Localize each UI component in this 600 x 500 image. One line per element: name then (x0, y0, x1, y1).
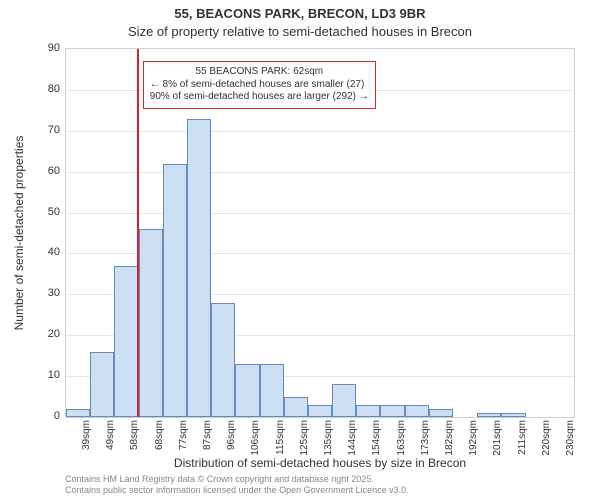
y-tick-label: 60 (30, 165, 60, 177)
x-axis-label: Distribution of semi-detached houses by … (65, 456, 575, 470)
histogram-bar (308, 405, 332, 417)
chart-title: 55, BEACONS PARK, BRECON, LD3 9BR (0, 6, 600, 21)
histogram-bar (139, 229, 163, 417)
histogram-bar (477, 413, 501, 417)
y-tick-label: 50 (30, 206, 60, 218)
histogram-bar (235, 364, 259, 417)
y-axis-label: Number of semi-detached properties (12, 48, 26, 418)
histogram-bar (284, 397, 308, 417)
histogram-bar (356, 405, 380, 417)
property-marker-line (137, 49, 139, 417)
histogram-bar (90, 352, 114, 417)
y-tick-label: 30 (30, 287, 60, 299)
y-gridline (66, 131, 574, 132)
y-tick-label: 40 (30, 246, 60, 258)
y-tick-label: 10 (30, 369, 60, 381)
histogram-bar (211, 303, 235, 417)
y-gridline (66, 213, 574, 214)
chart-subtitle: Size of property relative to semi-detach… (0, 24, 600, 39)
y-tick-label: 90 (30, 42, 60, 54)
marker-info-box: 55 BEACONS PARK: 62sqm← 8% of semi-detac… (143, 61, 376, 109)
y-tick-label: 70 (30, 124, 60, 136)
histogram-bar (405, 405, 429, 417)
y-gridline (66, 172, 574, 173)
histogram-bar (380, 405, 404, 417)
histogram-bar (260, 364, 284, 417)
x-axis-ticks: 39sqm49sqm58sqm68sqm77sqm87sqm96sqm106sq… (65, 420, 575, 460)
info-box-line: ← 8% of semi-detached houses are smaller… (150, 79, 369, 92)
histogram-bar (332, 384, 356, 417)
info-box-line: 55 BEACONS PARK: 62sqm (150, 66, 369, 79)
plot-area: 55 BEACONS PARK: 62sqm← 8% of semi-detac… (65, 48, 575, 418)
histogram-bar (163, 164, 187, 418)
attribution-line: Contains public sector information licen… (65, 485, 409, 496)
y-tick-label: 20 (30, 328, 60, 340)
y-tick-label: 80 (30, 83, 60, 95)
y-tick-label: 0 (30, 410, 60, 422)
attribution-text: Contains HM Land Registry data © Crown c… (65, 474, 409, 497)
histogram-bar (114, 266, 138, 417)
histogram-bar (66, 409, 90, 417)
info-box-line: 90% of semi-detached houses are larger (… (150, 91, 369, 104)
histogram-bar (429, 409, 453, 417)
histogram-chart: 55, BEACONS PARK, BRECON, LD3 9BR Size o… (0, 0, 600, 500)
attribution-line: Contains HM Land Registry data © Crown c… (65, 474, 409, 485)
histogram-bar (187, 119, 211, 417)
histogram-bar (501, 413, 525, 417)
